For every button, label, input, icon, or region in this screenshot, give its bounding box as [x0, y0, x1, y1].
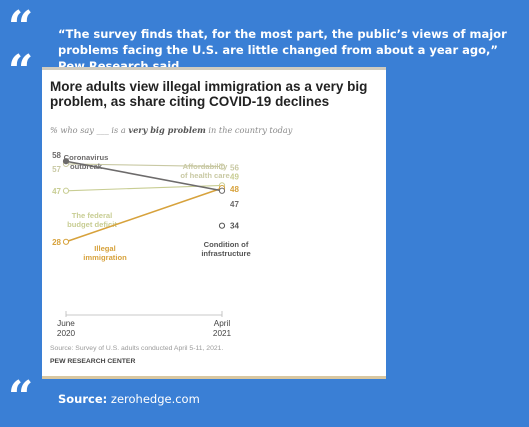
- card-bottom-divider: [42, 376, 386, 379]
- subtitle-prefix: % who say ___ is a: [50, 125, 129, 135]
- data-label-end: 56: [230, 164, 239, 173]
- series-name-deficit: The federal: [72, 211, 113, 220]
- data-point-coronavirus: [62, 158, 70, 165]
- chart-subtitle: % who say ___ is a very big problem in t…: [50, 125, 370, 136]
- data-label-end: 48: [230, 185, 239, 194]
- data-label-start: 58: [52, 151, 61, 160]
- series-name-health_care: of health care: [180, 171, 229, 180]
- data-label-end: 47: [230, 200, 239, 209]
- data-point-immigration: [62, 238, 70, 245]
- chart-brand: PEW RESEARCH CENTER: [50, 358, 136, 365]
- chart-card: More adults view illegal immigration as …: [42, 67, 386, 379]
- data-point-deficit: [62, 187, 70, 194]
- data-label-end: 34: [230, 222, 239, 231]
- x-tick-label: 2021: [213, 329, 232, 338]
- data-label-start: 57: [52, 165, 61, 174]
- quote-mark-icon: “: [8, 2, 33, 53]
- data-point-coronavirus: [218, 187, 226, 194]
- data-point-infrastructure: [218, 222, 226, 229]
- series-name-immigration: Illegal: [94, 244, 116, 253]
- series-name-health_care: Affordability: [183, 162, 228, 171]
- data-label-end: 49: [230, 172, 239, 181]
- source-value: zerohedge.com: [110, 392, 200, 406]
- card-top-divider: [42, 67, 386, 70]
- x-tick-label: April: [214, 319, 231, 328]
- quote-mark-icon: “: [8, 46, 33, 97]
- subtitle-emphasis: very big problem: [128, 125, 206, 135]
- series-name-coronavirus: Coronavirus: [64, 153, 109, 162]
- series-line-coronavirus: [65, 160, 223, 192]
- series-name-infrastructure: Condition of: [204, 240, 249, 249]
- data-label-start: 28: [52, 238, 61, 247]
- source-line: Source: zerohedge.com: [58, 392, 200, 406]
- series-line-health_care: [65, 163, 223, 168]
- series-name-infrastructure: infrastructure: [201, 249, 250, 258]
- data-point-health_care: [218, 163, 226, 170]
- source-label: Source:: [58, 392, 108, 406]
- chart-source: Source: Survey of U.S. adults conducted …: [50, 345, 224, 352]
- x-tick-label: June: [57, 319, 75, 328]
- x-tick-label: 2020: [57, 329, 76, 338]
- subtitle-suffix: in the country today: [205, 125, 293, 135]
- series-name-coronavirus: outbreak: [70, 162, 103, 171]
- series-line-immigration: [65, 187, 223, 243]
- series-name-deficit: budget deficit: [67, 220, 117, 229]
- chart-title: More adults view illegal immigration as …: [50, 79, 368, 109]
- quote-mark-icon: “: [8, 372, 33, 423]
- data-label-start: 47: [52, 187, 61, 196]
- series-name-immigration: immigration: [83, 253, 127, 262]
